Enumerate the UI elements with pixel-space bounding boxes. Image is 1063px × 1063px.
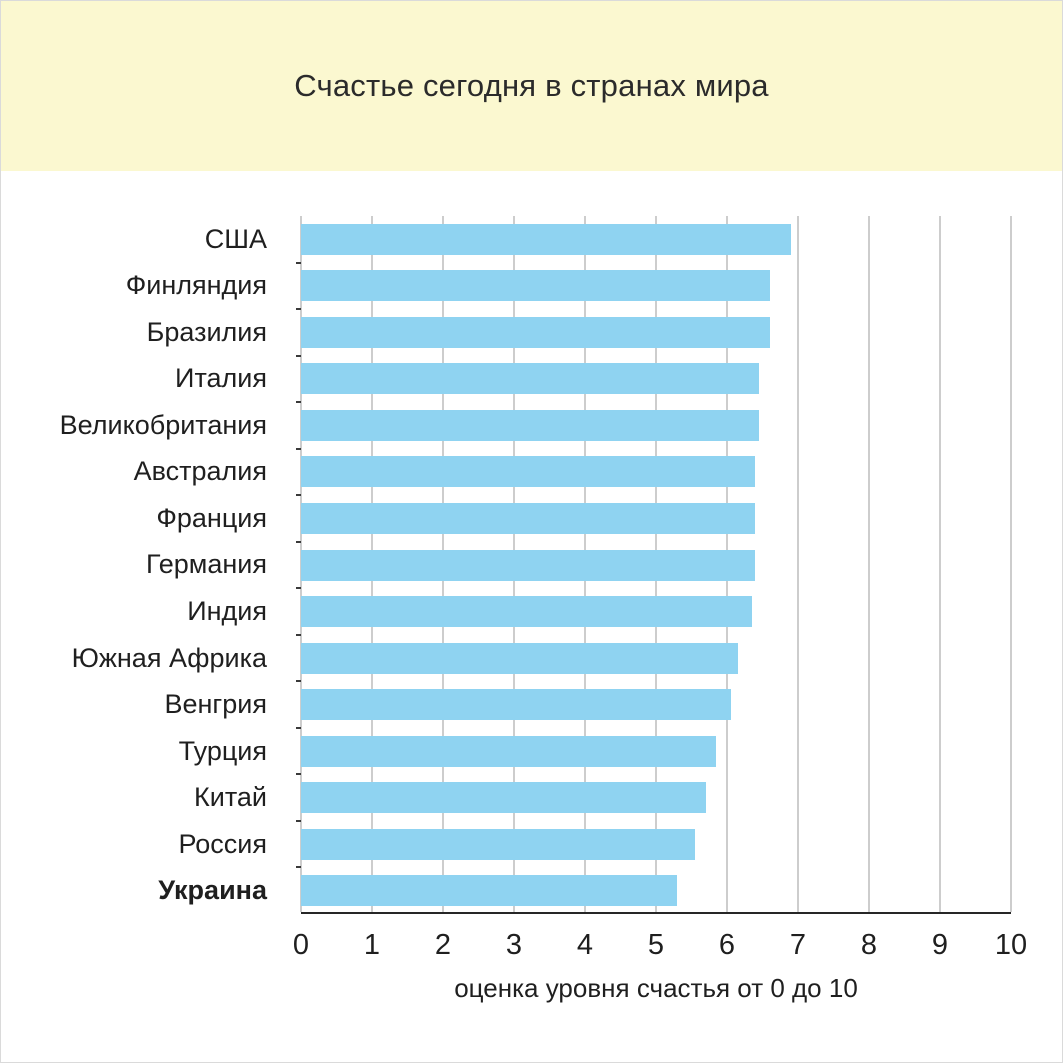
bar-12 <box>301 735 717 767</box>
x-tick-label: 3 <box>505 929 523 961</box>
category-axis-tick <box>296 494 301 497</box>
bar-1 <box>301 223 791 255</box>
category-axis-tick <box>296 633 301 636</box>
bar-11 <box>301 689 731 721</box>
x-tick-label: 0 <box>292 929 310 961</box>
bar-6 <box>301 456 756 488</box>
header-banner: Счастье сегодня в странах мира <box>1 1 1062 171</box>
category-axis-tick <box>296 540 301 543</box>
bar-3 <box>301 316 770 348</box>
bar-10 <box>301 642 738 674</box>
bar-4 <box>301 363 759 395</box>
category-axis-tick <box>296 819 301 822</box>
bar-2 <box>301 270 770 302</box>
gridline <box>868 216 870 912</box>
category-label: Франция <box>156 502 267 533</box>
y-axis-labels: США Финляндия Бразилия Италия Великобритания… <box>1 216 267 914</box>
category-label: Россия <box>178 828 267 859</box>
x-tick-label: 4 <box>576 929 594 961</box>
x-tick-label: 5 <box>647 929 665 961</box>
plot-area <box>296 216 1012 914</box>
category-label: Украина <box>158 875 267 906</box>
x-axis-title: оценка уровня счастья от 0 до 10 <box>454 973 858 1003</box>
chart-title: Счастье сегодня в странах мира <box>294 68 769 103</box>
gridline <box>939 216 941 912</box>
bar-9 <box>301 596 752 628</box>
category-label: Турция <box>178 735 267 766</box>
x-tick-label: 6 <box>718 929 736 961</box>
bar-chart: США Финляндия Бразилия Италия Великобритания… <box>1 171 1062 1062</box>
category-label: Бразилия <box>146 316 267 347</box>
bar-15 <box>301 875 678 907</box>
category-axis-tick <box>296 447 301 450</box>
bar-13 <box>301 782 706 814</box>
category-label: Финляндия <box>125 270 267 301</box>
category-axis-tick <box>296 308 301 311</box>
x-tick-label: 1 <box>363 929 381 961</box>
category-axis-tick <box>296 401 301 404</box>
category-label: Южная Африка <box>71 642 267 673</box>
bar-8 <box>301 549 756 581</box>
category-label: Венгрия <box>164 689 267 720</box>
category-axis-tick <box>296 773 301 776</box>
category-axis-tick <box>296 726 301 729</box>
category-axis-tick <box>296 354 301 357</box>
category-axis-tick <box>296 866 301 869</box>
x-tick-label: 9 <box>931 929 949 961</box>
x-tick-label: 7 <box>789 929 807 961</box>
x-tick-label: 10 <box>994 929 1028 961</box>
category-label: Германия <box>145 549 267 580</box>
category-label: Австралия <box>133 456 267 487</box>
x-axis-ticks: 0 1 2 3 4 5 6 7 8 9 10 <box>293 929 1027 969</box>
category-axis-tick <box>296 587 301 590</box>
x-tick-label: 2 <box>434 929 452 961</box>
bar-7 <box>301 502 756 534</box>
category-label: США <box>204 223 267 254</box>
category-axis-tick <box>296 261 301 264</box>
category-label: Китай <box>194 782 267 813</box>
gridline <box>1010 216 1012 912</box>
x-tick-label: 8 <box>860 929 878 961</box>
category-axis-tick <box>296 680 301 683</box>
bar-5 <box>301 409 759 441</box>
gridline <box>797 216 799 912</box>
category-label: Индия <box>187 596 267 627</box>
category-label: Великобритания <box>59 409 267 440</box>
bar-14 <box>301 828 696 860</box>
category-label: Италия <box>175 363 267 394</box>
